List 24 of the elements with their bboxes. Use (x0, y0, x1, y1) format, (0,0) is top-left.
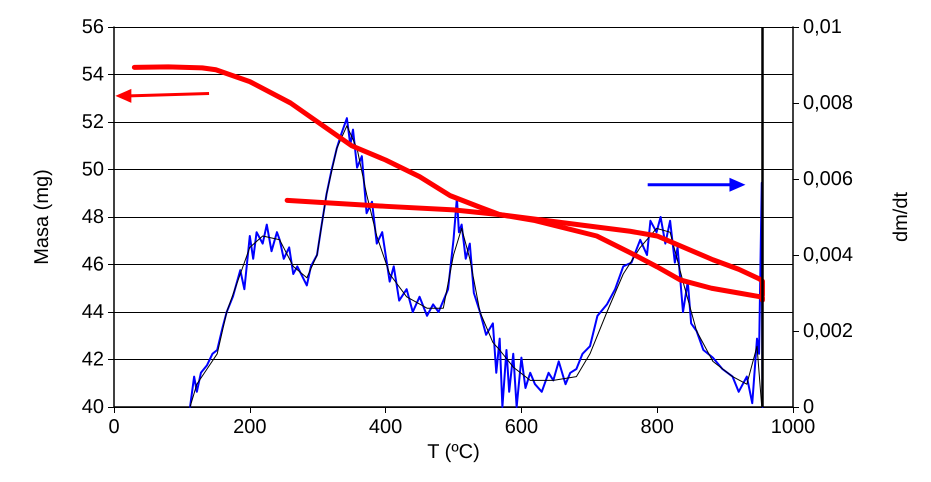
x-tick-label: 200 (233, 416, 266, 438)
y-tick-label: 48 (82, 206, 104, 228)
x-axis-title: T (ºC) (427, 440, 480, 463)
y2-tick-label: 0,004 (803, 244, 854, 266)
y-tick-label: 46 (82, 254, 104, 276)
y-tick-label: 54 (82, 64, 104, 86)
y-axis-title: Masa (mg) (31, 169, 53, 265)
x-tick-label: 800 (640, 416, 674, 438)
y-tick-label: 52 (82, 111, 104, 133)
x-tick-label: 1000 (770, 416, 816, 438)
y2-tick-label: 0,006 (803, 168, 854, 190)
x-tick-label: 600 (504, 416, 538, 438)
y2-tick-label: 0,008 (803, 92, 854, 114)
y-tick-label: 40 (82, 396, 104, 418)
y-tick-label: 56 (82, 16, 104, 38)
y-tick-label: 50 (82, 158, 104, 180)
y2-axis-title: dm/dt (890, 192, 912, 242)
y-tick-label: 44 (82, 301, 104, 323)
y2-tick-label: 0,002 (803, 320, 854, 342)
x-tick-label: 0 (108, 416, 120, 438)
y2-tick-label: 0,01 (803, 16, 842, 38)
y-tick-label: 42 (82, 348, 104, 370)
y2-tick-label: 0 (803, 396, 814, 418)
x-tick-label: 400 (368, 416, 402, 438)
